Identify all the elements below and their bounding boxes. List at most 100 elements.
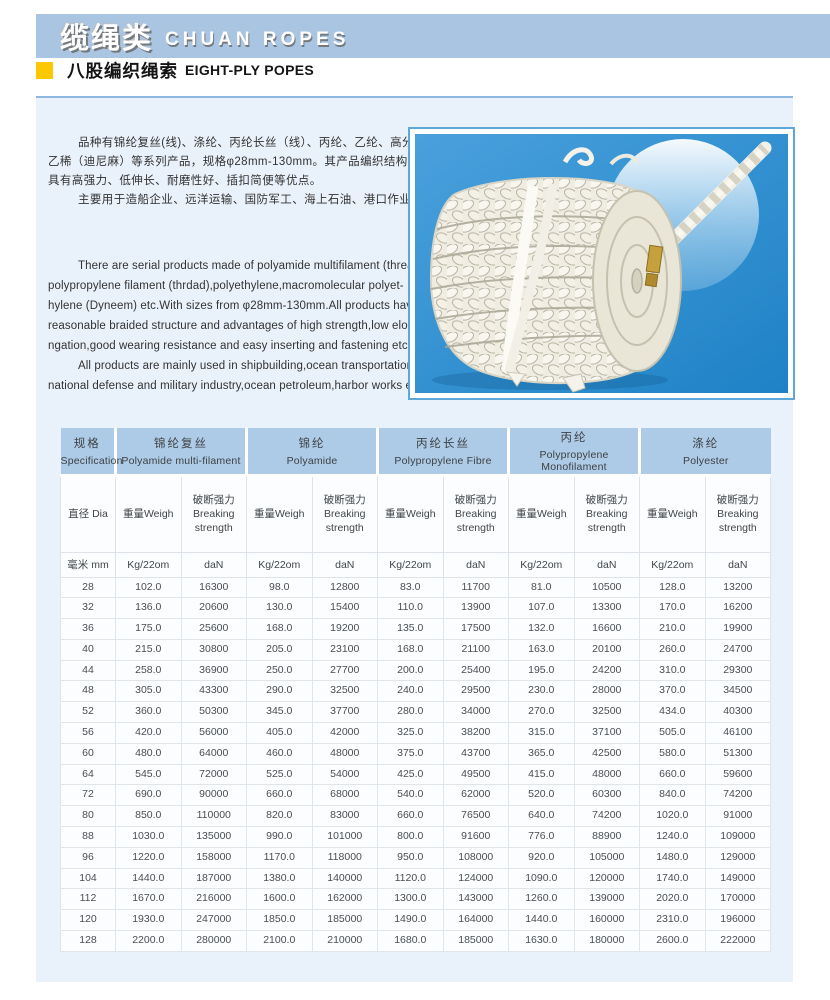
value-cell: 1380.0 (246, 867, 313, 890)
value-cell: 16200 (704, 597, 772, 620)
value-cell: 54000 (311, 763, 379, 786)
intro-en-line: national defense and military industry,o… (48, 380, 425, 392)
value-cell: 216000 (180, 888, 247, 911)
value-cell: 120000 (573, 867, 641, 890)
value-cell: 185000 (311, 909, 379, 932)
intro-cn-line: 品种有锦纶复丝(线)、涤纶、丙纶长丝（线）、丙纶、乙纶、高分子聚 (78, 137, 438, 149)
value-cell: 345.0 (246, 701, 313, 724)
rope-coil-illustration (415, 134, 788, 393)
value-cell: 140000 (311, 867, 379, 890)
value-cell: 776.0 (508, 826, 575, 848)
rope-coil-end (562, 147, 594, 166)
value-cell: 310.0 (639, 659, 706, 682)
value-cell: 24200 (573, 659, 641, 682)
value-cell: 370.0 (639, 680, 706, 703)
value-cell: 110.0 (377, 597, 444, 620)
value-cell: 48000 (573, 763, 641, 786)
value-cell: 660.0 (246, 784, 313, 807)
value-cell: 2600.0 (639, 930, 706, 952)
value-cell: 1220.0 (115, 846, 182, 869)
subheader-dia: 直径 Dia (60, 474, 116, 553)
content-panel: 品种有锦纶复丝(线)、涤纶、丙纶长丝（线）、丙纶、乙纶、高分子聚 乙稀（迪尼麻）… (36, 96, 795, 982)
value-cell: 365.0 (508, 742, 575, 765)
value-cell: 51300 (704, 742, 772, 765)
table-row: 96 1220.0 158000 1170.0 118000 950.0 108000 920… (60, 846, 772, 869)
value-cell: 49500 (442, 763, 510, 786)
value-cell: 2310.0 (639, 909, 706, 932)
value-cell: 1260.0 (508, 888, 575, 911)
value-cell: 21100 (442, 638, 510, 661)
subheader-strength: 破断强力 Breaking strength (311, 474, 379, 553)
subheader-weight: 重量Weigh (246, 474, 313, 553)
rope-coil-end (609, 153, 639, 166)
spec-diameter-cell: 88 (60, 826, 116, 848)
value-cell: 360.0 (115, 701, 182, 724)
value-cell: 990.0 (246, 826, 313, 848)
intro-cn-line: 主要用于造船企业、远洋运输、国防军工、海上石油、港口作业等领域。 (78, 194, 459, 206)
value-cell: 16300 (180, 576, 247, 599)
value-cell: 30800 (180, 638, 247, 661)
col-specification: 规格 Specification (60, 428, 122, 477)
value-cell: 315.0 (508, 722, 575, 744)
value-cell: 81.0 (508, 576, 575, 599)
value-cell: 90000 (180, 784, 247, 807)
table-row: 44 258.0 36900 250.0 27700 200.0 25400 195.0 242… (60, 659, 772, 682)
value-cell: 109000 (704, 826, 772, 848)
coil-end-face (592, 190, 682, 372)
value-cell: 43700 (442, 742, 510, 765)
value-cell: 108000 (442, 846, 510, 869)
unit-strength: daN (573, 551, 641, 578)
intro-paragraph-english: There are serial products made of polyam… (48, 256, 428, 396)
value-cell: 168.0 (377, 638, 444, 661)
value-cell: 2100.0 (246, 930, 313, 952)
value-cell: 74200 (704, 784, 772, 807)
value-cell: 48000 (311, 742, 379, 765)
value-cell: 195.0 (508, 659, 575, 682)
value-cell: 68000 (311, 784, 379, 807)
spec-diameter-cell: 36 (60, 618, 116, 640)
value-cell: 88900 (573, 826, 641, 848)
value-cell: 210000 (311, 930, 379, 952)
value-cell: 434.0 (639, 701, 706, 724)
intro-en-line: All products are mainly used in shipbuil… (78, 360, 417, 372)
value-cell: 46100 (704, 722, 772, 744)
subheader-strength: 破断强力 Breaking strength (180, 474, 247, 553)
value-cell: 164000 (442, 909, 510, 932)
table-row: 112 1670.0 216000 1600.0 162000 1300.0 143000 1… (60, 888, 772, 911)
value-cell: 210.0 (639, 618, 706, 640)
value-cell: 42500 (573, 742, 641, 765)
value-cell: 13300 (573, 597, 641, 620)
value-cell: 129000 (704, 846, 772, 869)
value-cell: 196000 (704, 909, 772, 932)
value-cell: 34500 (704, 680, 772, 703)
value-cell: 124000 (442, 867, 510, 890)
value-cell: 405.0 (246, 722, 313, 744)
intro-en-line: There are serial products made of polyam… (78, 260, 428, 272)
value-cell: 128.0 (639, 576, 706, 599)
value-cell: 580.0 (639, 742, 706, 765)
value-cell: 170.0 (639, 597, 706, 620)
value-cell: 1480.0 (639, 846, 706, 869)
yellow-square-bullet-icon (36, 61, 53, 79)
intro-en-line: reasonable braided structure and advanta… (48, 320, 412, 332)
value-cell: 101000 (311, 826, 379, 848)
value-cell: 230.0 (508, 680, 575, 703)
value-cell: 83.0 (377, 576, 444, 599)
intro-cn-line: 乙稀（迪尼麻）等系列产品，规格φ28mm-130mm。其产品编织结构合理， (48, 156, 444, 168)
value-cell: 1740.0 (639, 867, 706, 890)
table-row: 56 420.0 56000 405.0 42000 325.0 38200 315.0 371… (60, 722, 772, 744)
value-cell: 130.0 (246, 597, 313, 620)
product-photo (408, 127, 795, 400)
table-row: 104 1440.0 187000 1380.0 140000 1120.0 124000 1… (60, 867, 772, 890)
value-cell: 160000 (573, 909, 641, 932)
value-cell: 98.0 (246, 576, 313, 599)
value-cell: 950.0 (377, 846, 444, 869)
value-cell: 59600 (704, 763, 772, 786)
subheader-weight: 重量Weigh (377, 474, 444, 553)
table-row: 48 305.0 43300 290.0 32500 240.0 29500 230.0 280… (60, 680, 772, 703)
value-cell: 12800 (311, 576, 379, 599)
value-cell: 1930.0 (115, 909, 182, 932)
value-cell: 920.0 (508, 846, 575, 869)
spec-diameter-cell: 72 (60, 784, 116, 807)
